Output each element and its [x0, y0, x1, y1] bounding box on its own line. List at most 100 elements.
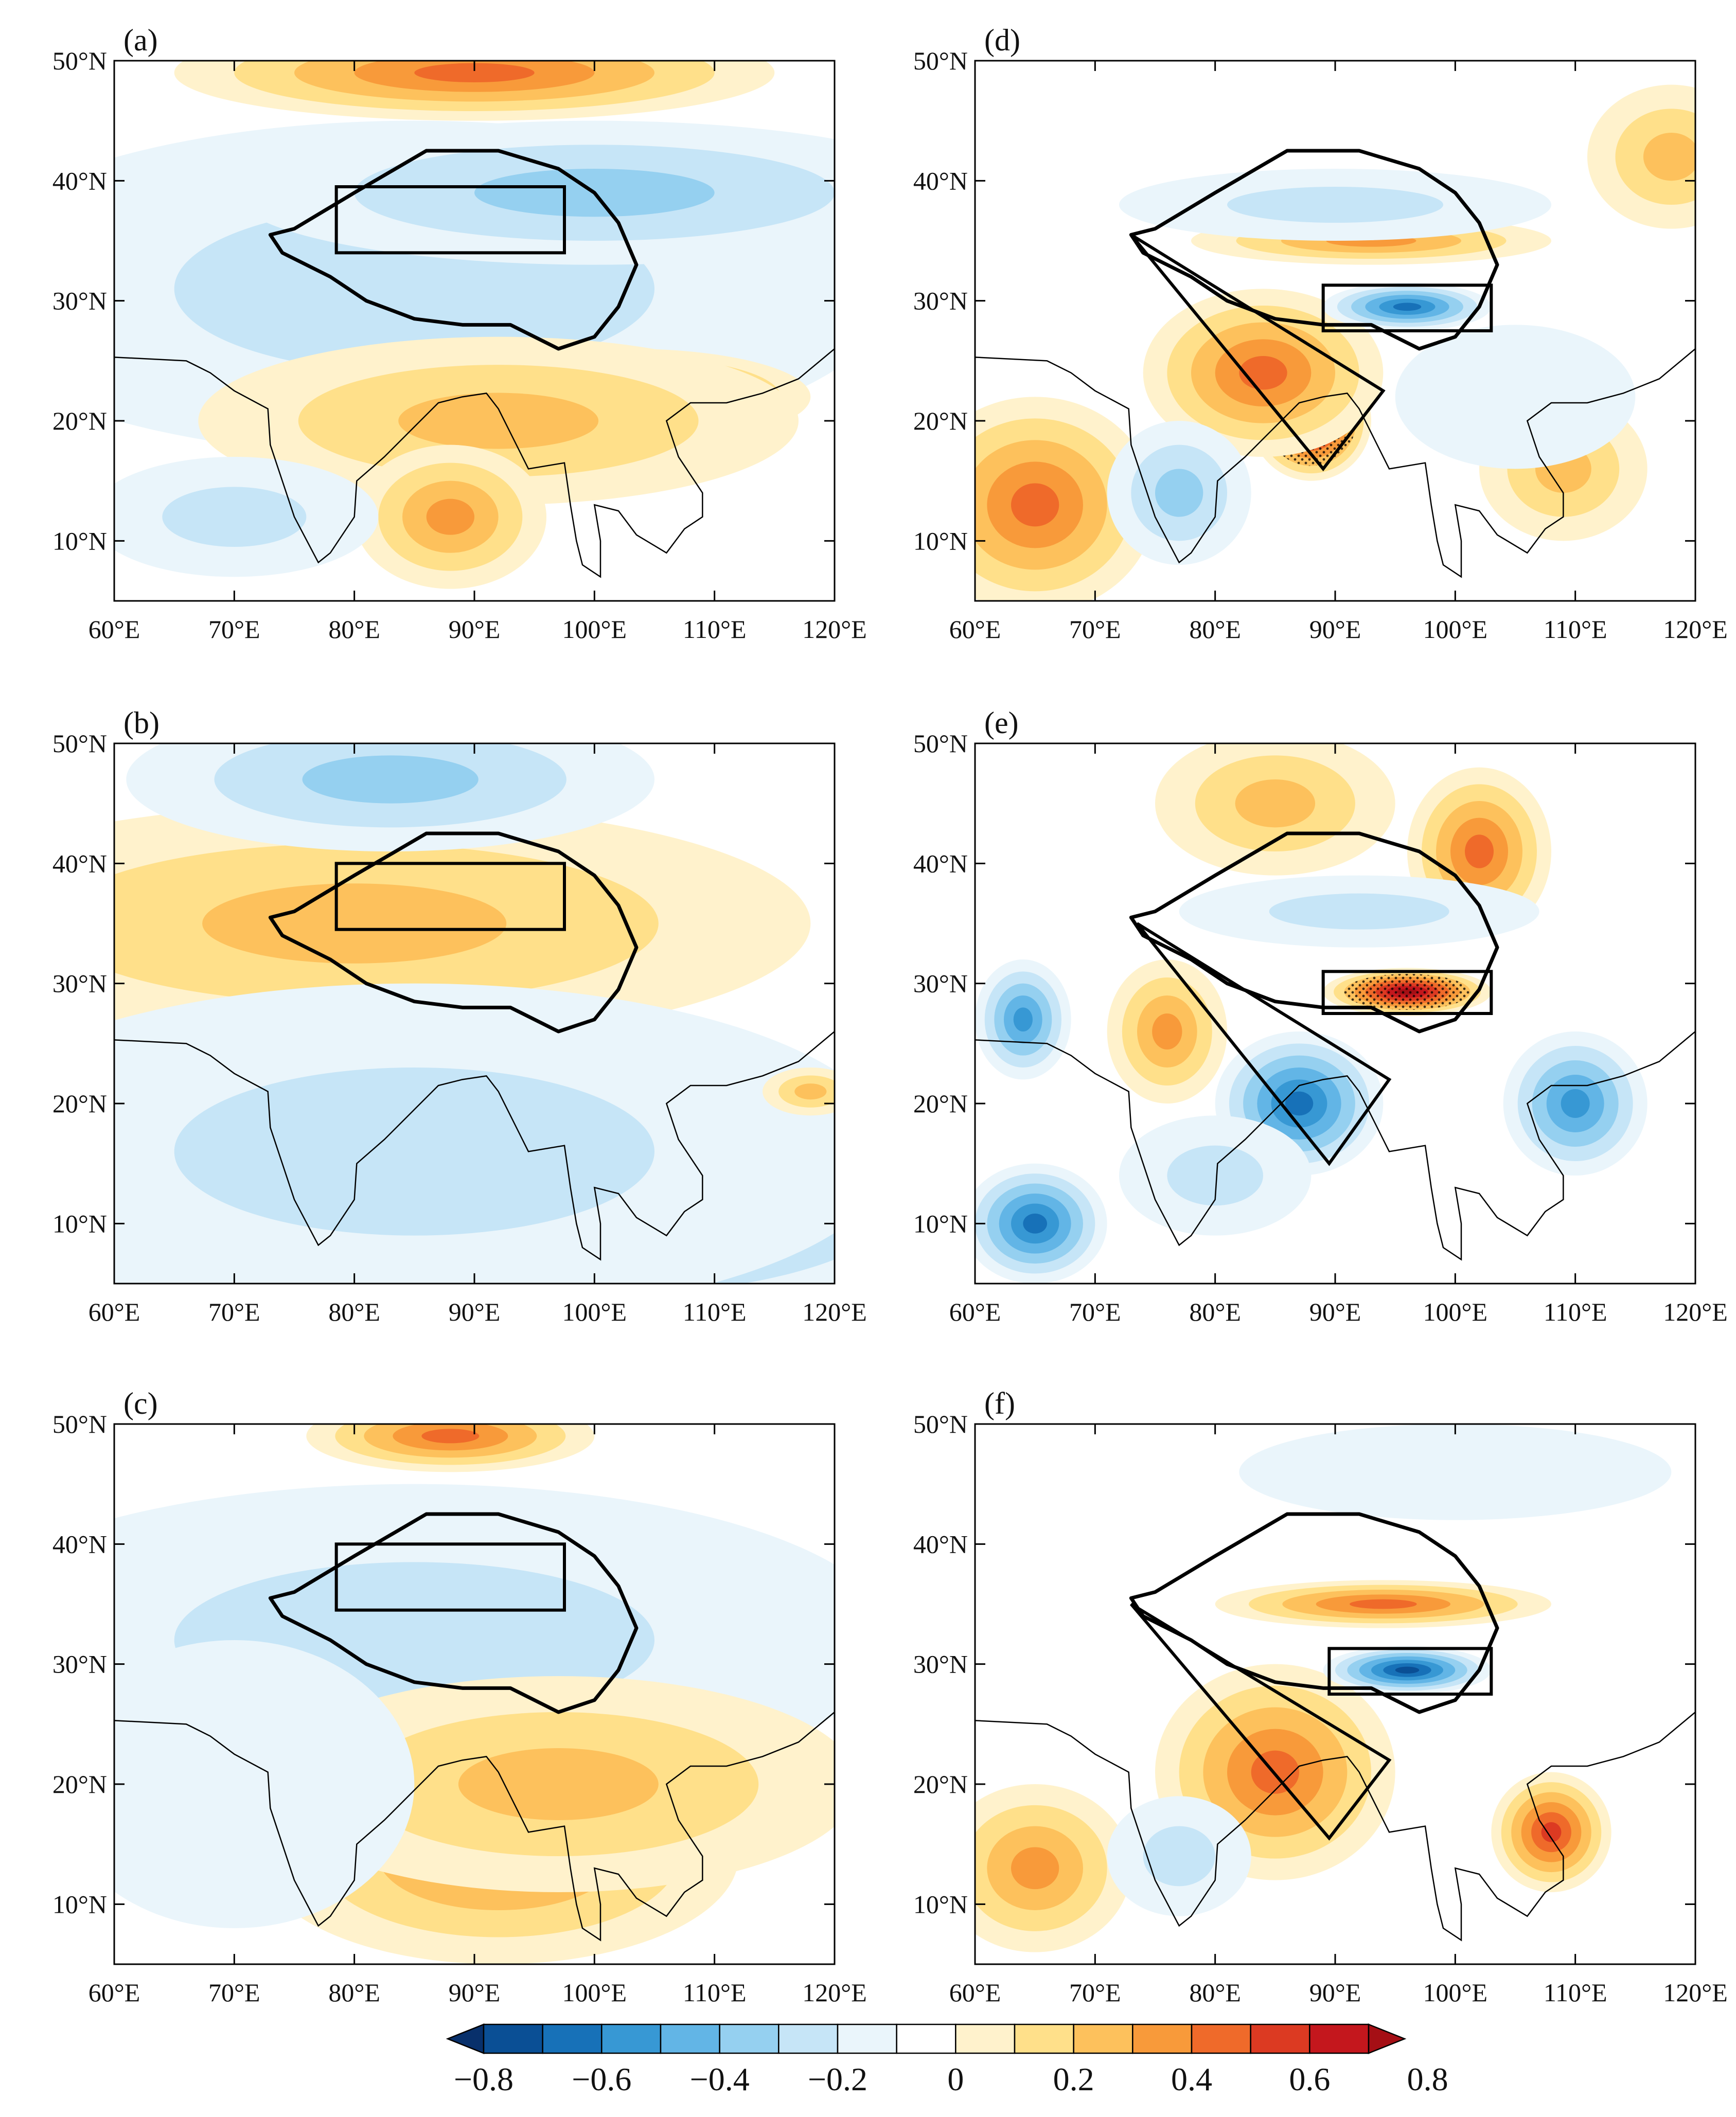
colorbar-tick-label: −0.8	[454, 2061, 513, 2097]
y-tick-label: 30°N	[52, 1650, 107, 1679]
colorbar-swatch	[1014, 2023, 1074, 2054]
x-tick-label: 80°E	[328, 1297, 380, 1326]
x-tick-label: 100°E	[562, 1297, 627, 1326]
colorbar-swatch	[1132, 2023, 1193, 2054]
y-tick-label: 10°N	[52, 526, 107, 555]
y-tick-label: 10°N	[913, 526, 968, 555]
plateau-outline	[268, 831, 639, 1034]
anomaly-contour	[1011, 483, 1059, 527]
x-tick-label: 100°E	[1423, 615, 1488, 644]
panel-label: (e)	[984, 706, 1019, 740]
x-tick-label: 120°E	[1663, 615, 1728, 644]
y-tick-label: 50°N	[52, 46, 107, 75]
y-tick-label: 30°N	[913, 287, 968, 315]
x-tick-label: 80°E	[328, 1978, 380, 2007]
x-tick-label: 100°E	[562, 1978, 627, 2007]
y-tick-label: 20°N	[52, 406, 107, 435]
anomaly-contour	[1235, 779, 1316, 828]
x-tick-label: 110°E	[683, 1978, 747, 2007]
y-tick-label: 20°N	[913, 406, 968, 435]
x-tick-label: 60°E	[949, 1297, 1001, 1326]
x-tick-label: 90°E	[449, 1297, 501, 1326]
key-region-box	[1321, 283, 1493, 332]
x-tick-label: 60°E	[88, 1297, 140, 1326]
y-tick-label: 10°N	[52, 1209, 107, 1238]
anomaly-contour	[1011, 1847, 1059, 1890]
anomaly-contour	[794, 1083, 827, 1100]
x-tick-label: 100°E	[562, 615, 627, 644]
coastline	[114, 1031, 835, 1261]
colorbar-arrow-low	[446, 2023, 485, 2054]
anomaly-contour	[1395, 1666, 1420, 1674]
colorbar-swatch	[1191, 2023, 1251, 2054]
anomaly-contour	[1465, 834, 1494, 868]
y-tick-label: 30°N	[52, 969, 107, 998]
plateau-outline	[268, 149, 639, 351]
anomaly-contour	[1541, 1822, 1562, 1842]
anomaly-contour	[1393, 303, 1422, 311]
y-tick-label: 20°N	[913, 1089, 968, 1118]
y-tick-label: 40°N	[913, 1529, 968, 1558]
colorbar-swatch	[542, 2023, 603, 2054]
colorbar-swatch	[1309, 2023, 1370, 2054]
x-tick-label: 110°E	[1544, 1297, 1607, 1326]
key-region-triangle	[1130, 1603, 1392, 1841]
y-tick-label: 10°N	[913, 1209, 968, 1238]
anomaly-contour	[1167, 1145, 1264, 1206]
x-tick-label: 60°E	[949, 1978, 1001, 2007]
anomaly-contour	[426, 499, 474, 535]
x-tick-label: 100°E	[1423, 1297, 1488, 1326]
anomaly-contour	[174, 1068, 655, 1236]
panel-label: (a)	[123, 23, 158, 57]
plateau-outline	[1129, 149, 1499, 351]
y-tick-label: 40°N	[913, 849, 968, 878]
y-tick-label: 40°N	[52, 1529, 107, 1558]
y-tick-label: 50°N	[913, 729, 968, 758]
y-tick-label: 30°N	[913, 1650, 968, 1679]
x-tick-label: 70°E	[208, 1297, 260, 1326]
significance-stippling	[1344, 974, 1471, 1010]
anomaly-contour	[1155, 469, 1203, 517]
panel-e: 60°E 70°E 80°E 90°E 100°E 110°E 120°E 50°N 40°N 3…	[913, 706, 1728, 1326]
anomaly-contour	[1285, 1091, 1314, 1116]
anomaly-contour	[1350, 1599, 1417, 1609]
anomaly-contour	[398, 393, 599, 449]
x-tick-label: 120°E	[1663, 1297, 1728, 1326]
x-tick-label: 80°E	[1189, 1978, 1241, 2007]
anomaly-contour	[458, 1748, 659, 1820]
coastline	[975, 1712, 1695, 1942]
anomaly-contour	[414, 63, 535, 82]
x-tick-label: 70°E	[1069, 615, 1121, 644]
y-tick-label: 40°N	[52, 849, 107, 878]
x-tick-label: 70°E	[208, 615, 260, 644]
panel-label: (c)	[123, 1386, 158, 1420]
anomaly-contour	[114, 1640, 415, 1928]
anomaly-contour	[202, 883, 507, 964]
x-tick-label: 70°E	[1069, 1978, 1121, 2007]
anomaly-contour	[1269, 893, 1449, 930]
x-tick-label: 80°E	[328, 615, 380, 644]
y-tick-label: 50°N	[913, 1410, 968, 1438]
anomaly-contour	[1013, 1007, 1033, 1031]
coastline	[975, 348, 1695, 578]
colorbar: −0.8 −0.6 −0.4 −0.2 0 0.2 0.4 0.6 0.8	[446, 2023, 1448, 2097]
colorbar-tick-label: 0.2	[1053, 2061, 1094, 2097]
panel-label: (d)	[984, 23, 1020, 57]
anomaly-contour	[1023, 1213, 1047, 1234]
y-tick-label: 30°N	[52, 287, 107, 315]
x-tick-label: 90°E	[449, 615, 501, 644]
x-tick-label: 120°E	[802, 1978, 867, 2007]
x-tick-label: 90°E	[449, 1978, 501, 2007]
x-tick-label: 80°E	[1189, 615, 1241, 644]
colorbar-tick-label: −0.6	[572, 2061, 631, 2097]
y-tick-label: 40°N	[52, 166, 107, 195]
y-tick-label: 40°N	[913, 166, 968, 195]
x-tick-label: 110°E	[1544, 1978, 1607, 2007]
x-tick-label: 60°E	[88, 1978, 140, 2007]
x-tick-label: 70°E	[208, 1978, 260, 2007]
x-tick-label: 90°E	[1309, 615, 1361, 644]
plateau-outline	[1129, 831, 1499, 1034]
x-tick-label: 110°E	[1544, 615, 1607, 644]
colorbar-swatch	[896, 2023, 956, 2054]
